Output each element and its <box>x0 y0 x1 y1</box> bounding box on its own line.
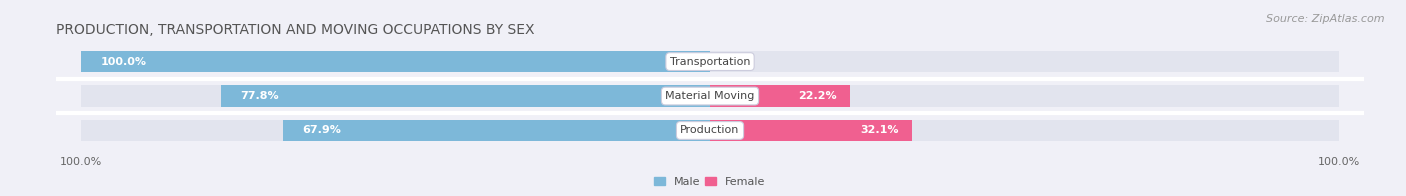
Text: 77.8%: 77.8% <box>240 91 278 101</box>
Text: 22.2%: 22.2% <box>799 91 837 101</box>
Text: Source: ZipAtlas.com: Source: ZipAtlas.com <box>1267 14 1385 24</box>
Bar <box>710 120 912 141</box>
Text: 32.1%: 32.1% <box>860 125 900 135</box>
Bar <box>82 51 710 72</box>
Bar <box>82 51 1339 72</box>
Bar <box>283 120 710 141</box>
Legend: Male, Female: Male, Female <box>654 177 766 187</box>
Bar <box>82 85 1339 107</box>
Bar <box>221 85 710 107</box>
Bar <box>82 120 1339 141</box>
Text: 67.9%: 67.9% <box>302 125 340 135</box>
Text: 0.0%: 0.0% <box>723 57 754 67</box>
Bar <box>710 85 849 107</box>
Text: Transportation: Transportation <box>669 57 751 67</box>
Text: PRODUCTION, TRANSPORTATION AND MOVING OCCUPATIONS BY SEX: PRODUCTION, TRANSPORTATION AND MOVING OC… <box>56 23 534 37</box>
Text: Material Moving: Material Moving <box>665 91 755 101</box>
Text: Production: Production <box>681 125 740 135</box>
Text: 100.0%: 100.0% <box>100 57 146 67</box>
